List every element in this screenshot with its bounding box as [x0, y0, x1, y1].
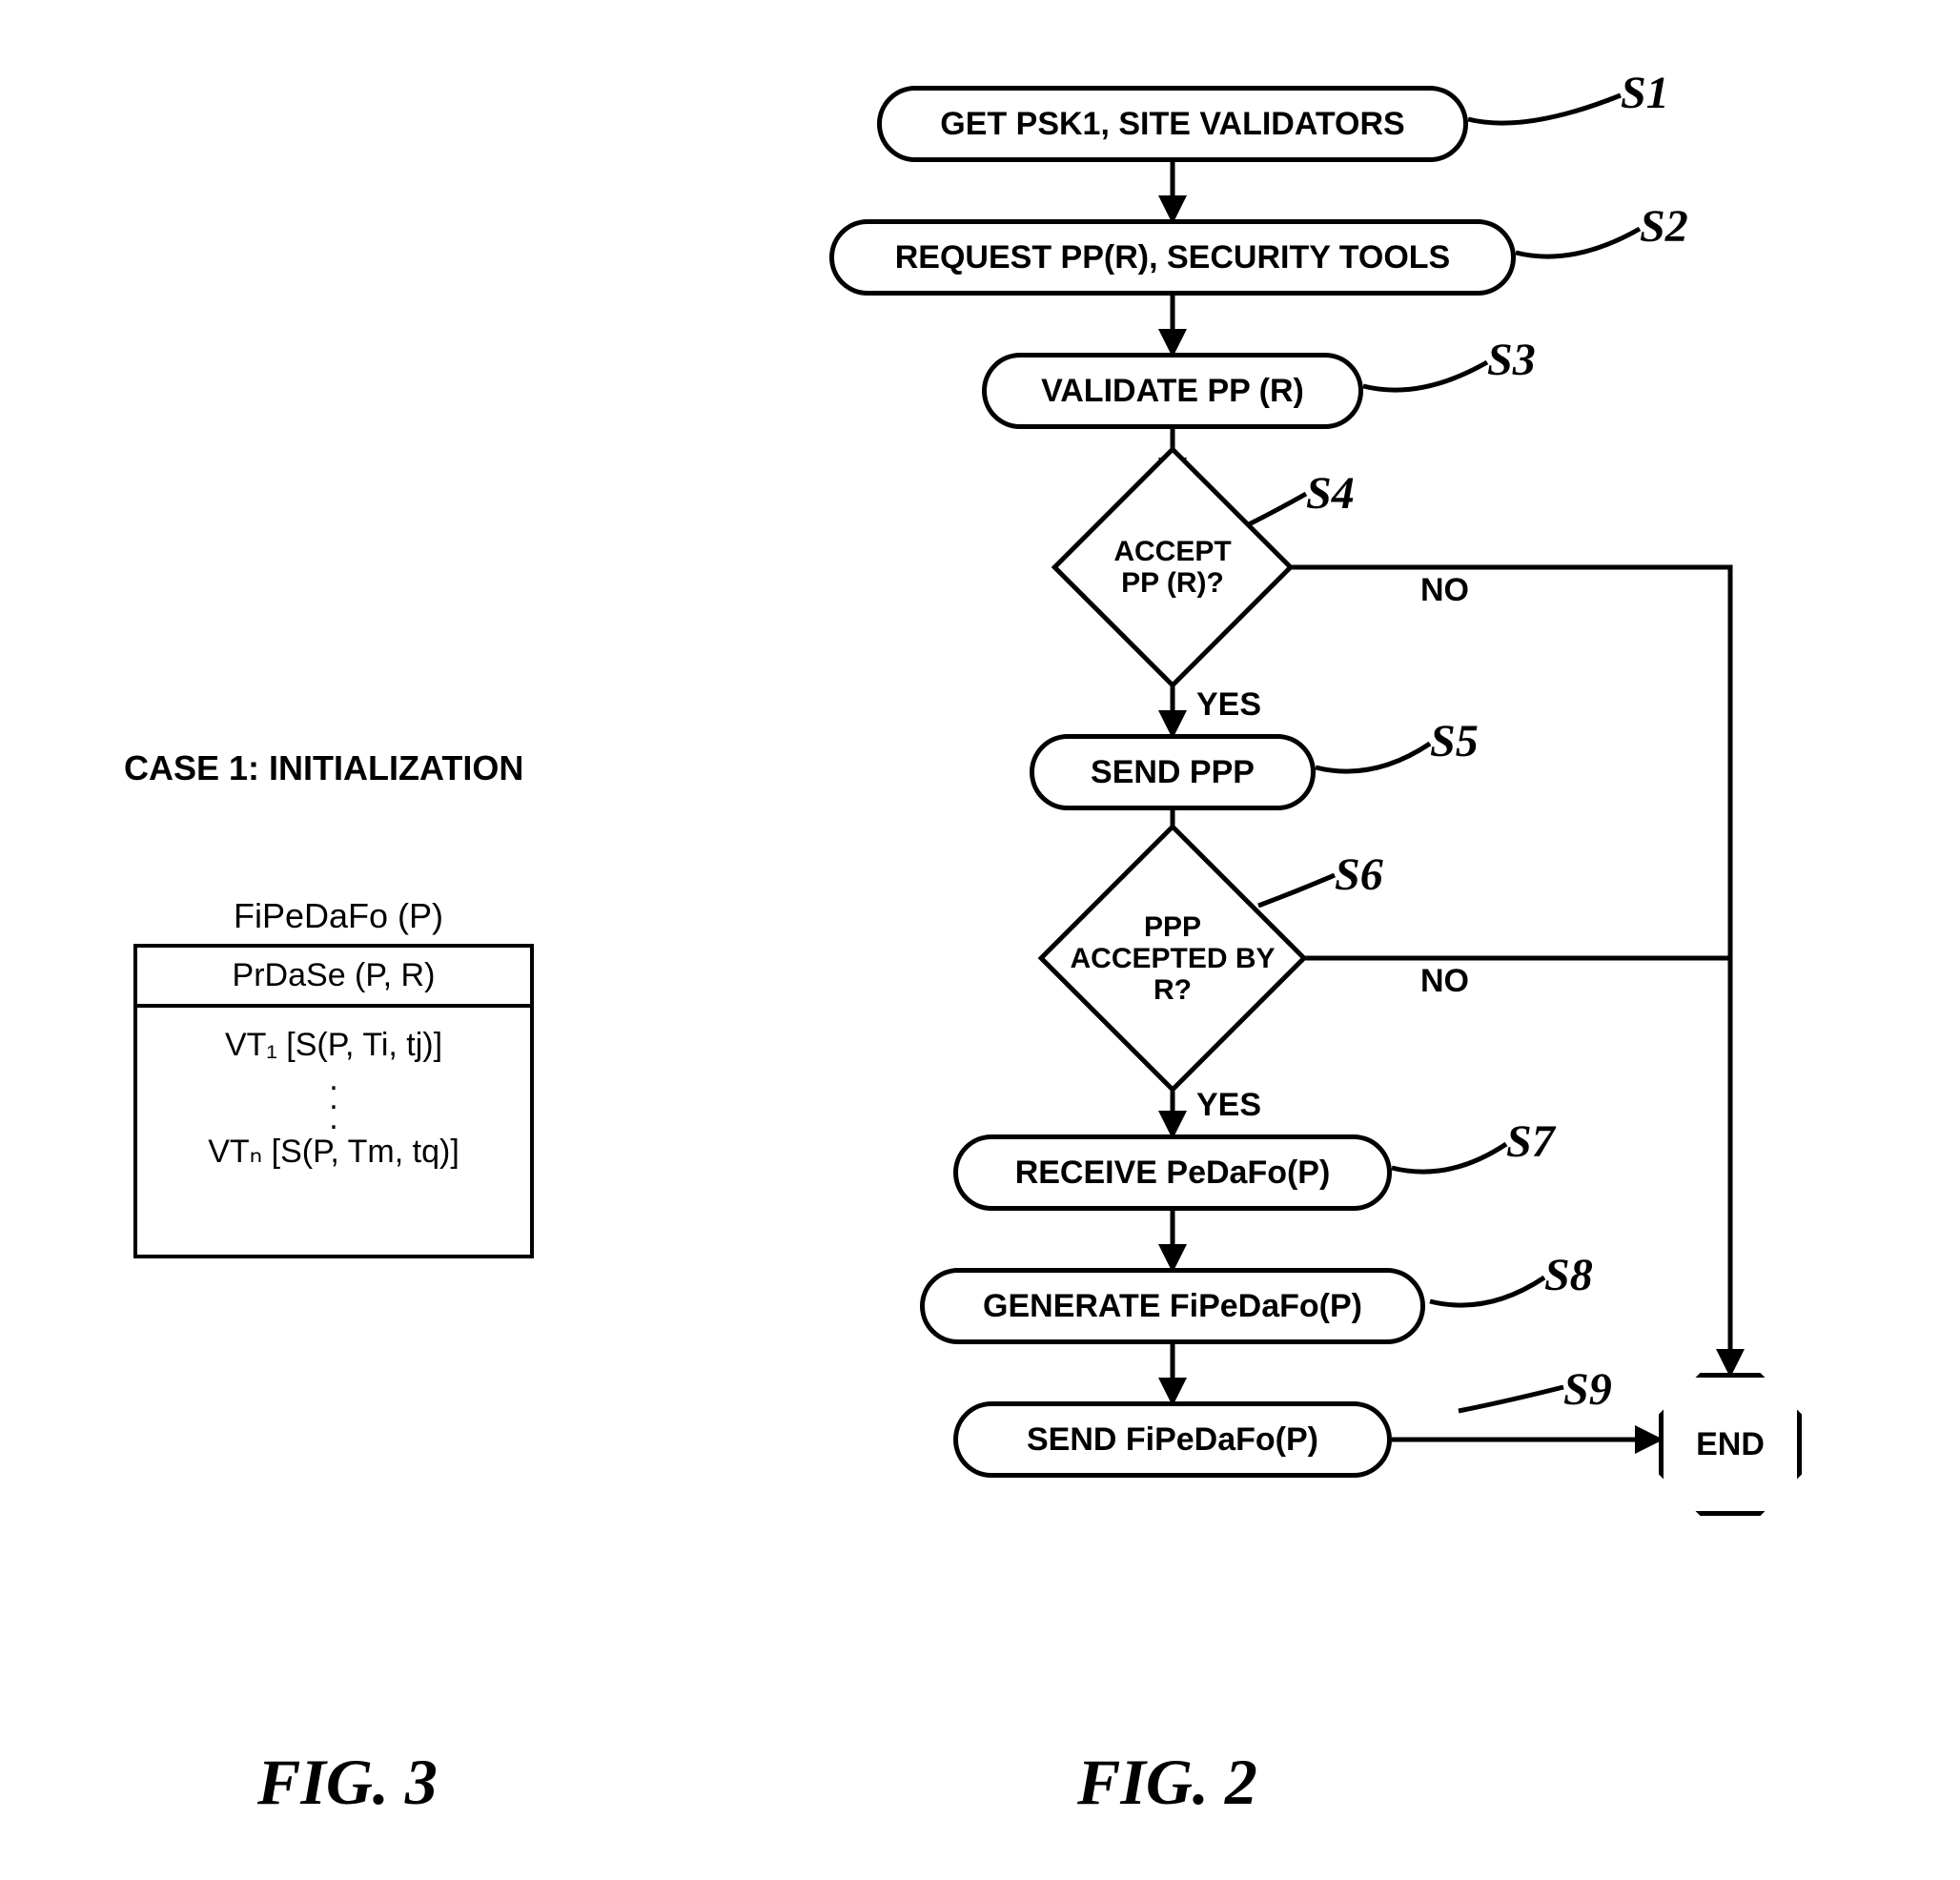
edge-label-s6-s7: YES — [1196, 1087, 1261, 1124]
table-header: PrDaSe (P, R) — [137, 948, 530, 1008]
step-s1-text: GET PSK1, SITE VALIDATORS — [940, 106, 1404, 143]
table-body: VT₁ [S(P, Ti, tj)]...VTₙ [S(P, Tm, tq)] — [137, 1008, 530, 1194]
step-s8: GENERATE FiPeDaFo(P) — [920, 1268, 1425, 1344]
step-s6: PPP ACCEPTED BY R? — [1077, 863, 1268, 1053]
step-label-s9: S9 — [1563, 1363, 1612, 1416]
label-curve-s5 — [1316, 744, 1430, 771]
step-label-s7: S7 — [1506, 1115, 1555, 1168]
step-label-s3: S3 — [1487, 334, 1536, 386]
label-curve-s7 — [1392, 1144, 1506, 1172]
fig3-title: FIG. 3 — [257, 1745, 438, 1820]
edge-label-s4-s5: YES — [1196, 686, 1261, 724]
fig2-title: FIG. 2 — [1077, 1745, 1257, 1820]
table-box: PrDaSe (P, R) VT₁ [S(P, Ti, tj)]...VTₙ [… — [133, 944, 534, 1258]
step-s2: REQUEST PP(R), SECURITY TOOLS — [829, 219, 1516, 296]
table-row: . — [137, 1109, 530, 1128]
diagram-canvas: GET PSK1, SITE VALIDATORS REQUEST PP(R), … — [0, 0, 1960, 1880]
table-row: VTₙ [S(P, Tm, tq)] — [137, 1128, 530, 1176]
step-label-s8: S8 — [1544, 1249, 1593, 1301]
step-s1: GET PSK1, SITE VALIDATORS — [877, 86, 1468, 162]
label-curve-s8 — [1430, 1277, 1544, 1305]
label-curve-s3 — [1363, 362, 1487, 390]
step-s5: SEND PPP — [1030, 734, 1316, 810]
step-s2-text: REQUEST PP(R), SECURITY TOOLS — [895, 239, 1450, 276]
edge-label-s4-end: NO — [1420, 572, 1469, 609]
step-s4: ACCEPT PP (R)? — [1087, 481, 1258, 653]
label-curve-s1 — [1468, 95, 1621, 123]
step-s9: SEND FiPeDaFo(P) — [953, 1401, 1392, 1478]
step-s3-text: VALIDATE PP (R) — [1041, 373, 1304, 410]
step-s9-text: SEND FiPeDaFo(P) — [1027, 1421, 1318, 1459]
label-curve-s9 — [1459, 1387, 1563, 1411]
step-s5-text: SEND PPP — [1091, 754, 1255, 791]
step-label-s4: S4 — [1306, 467, 1355, 520]
step-s3: VALIDATE PP (R) — [982, 353, 1363, 429]
step-s8-text: GENERATE FiPeDaFo(P) — [983, 1288, 1362, 1325]
end-node-label: END — [1696, 1426, 1765, 1463]
step-s7: RECEIVE PeDaFo(P) — [953, 1134, 1392, 1211]
table-title: FiPeDaFo (P) — [234, 896, 443, 936]
step-s7-text: RECEIVE PeDaFo(P) — [1015, 1155, 1331, 1192]
edge-s4-end — [1258, 567, 1730, 1373]
step-label-s2: S2 — [1640, 200, 1688, 253]
step-label-s5: S5 — [1430, 715, 1479, 767]
step-label-s1: S1 — [1621, 67, 1669, 119]
case-label: CASE 1: INITIALIZATION — [124, 748, 523, 788]
end-node: END — [1659, 1373, 1802, 1516]
step-s6-text: PPP ACCEPTED BY R? — [1049, 863, 1296, 1053]
label-curve-s2 — [1516, 229, 1640, 256]
step-s4-text: ACCEPT PP (R)? — [1058, 481, 1287, 653]
step-label-s6: S6 — [1335, 848, 1383, 901]
edge-label-s6-end: NO — [1420, 963, 1469, 1000]
